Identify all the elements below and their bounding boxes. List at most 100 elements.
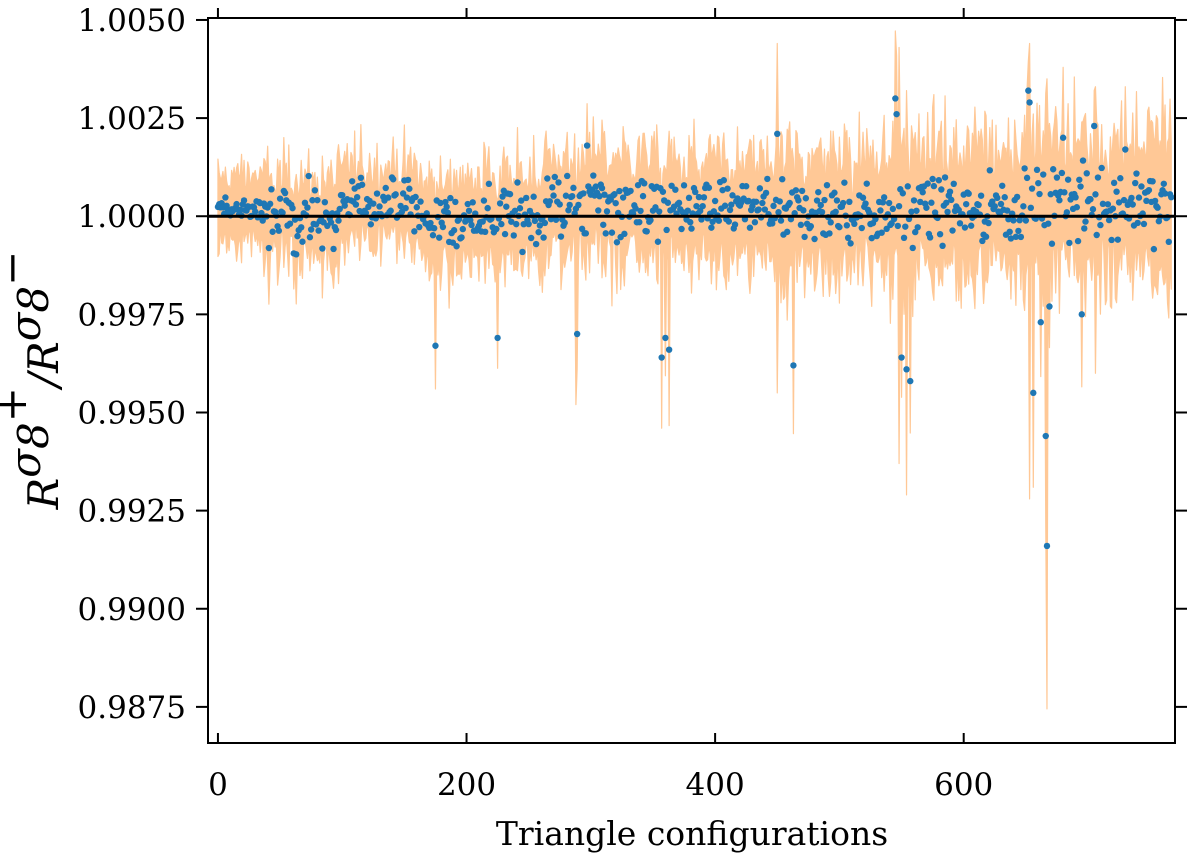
data-point — [276, 195, 284, 202]
data-point — [339, 191, 346, 199]
data-point — [1081, 225, 1088, 232]
data-point — [299, 238, 306, 245]
data-point — [1082, 218, 1089, 225]
data-point — [575, 201, 582, 209]
data-point — [877, 207, 884, 214]
data-point — [636, 218, 643, 226]
data-point — [939, 242, 946, 249]
data-point — [786, 199, 793, 207]
data-point — [536, 222, 544, 229]
data-point — [447, 194, 454, 202]
data-point — [1129, 201, 1136, 208]
data-point — [711, 197, 719, 205]
data-point — [294, 232, 301, 240]
data-point — [632, 205, 639, 212]
data-point — [336, 205, 343, 213]
data-point — [390, 176, 397, 183]
data-point — [583, 142, 591, 149]
data-point — [807, 223, 815, 230]
data-point — [923, 204, 930, 211]
data-point — [595, 207, 602, 214]
data-point — [745, 197, 752, 205]
data-point — [467, 216, 474, 224]
data-point — [520, 220, 527, 228]
data-point — [823, 181, 831, 189]
data-point — [946, 188, 954, 195]
data-point — [480, 197, 488, 204]
data-point — [909, 244, 916, 252]
data-point — [616, 187, 623, 195]
data-point — [776, 198, 783, 205]
data-point — [1021, 165, 1028, 172]
data-point — [1135, 194, 1143, 201]
data-point — [357, 174, 365, 182]
data-point — [1037, 319, 1044, 326]
data-point — [431, 225, 438, 232]
data-point — [397, 202, 404, 210]
data-point — [417, 198, 424, 205]
data-point — [444, 209, 452, 216]
data-point — [695, 193, 703, 201]
data-point — [1092, 191, 1099, 198]
y-label-base-1: R — [19, 478, 68, 511]
data-point — [943, 199, 950, 206]
data-point — [596, 193, 603, 200]
data-point — [1077, 183, 1084, 190]
data-point — [928, 199, 935, 206]
y-tick-label: 1.0000 — [78, 199, 186, 235]
data-point — [846, 198, 853, 205]
data-point — [755, 206, 762, 213]
data-point — [818, 208, 826, 216]
data-point — [1114, 236, 1122, 243]
data-point — [1058, 169, 1066, 177]
data-point — [268, 186, 275, 193]
data-point — [1105, 216, 1113, 224]
data-point — [465, 207, 473, 214]
data-point — [903, 366, 910, 373]
data-point — [672, 186, 679, 193]
data-point — [862, 200, 869, 207]
y-tick-label: 0.9925 — [78, 494, 186, 530]
data-point — [729, 192, 736, 199]
data-point — [511, 207, 519, 214]
data-point — [376, 203, 383, 210]
data-point — [549, 184, 556, 191]
data-point — [519, 248, 526, 256]
data-point — [531, 217, 539, 225]
data-point — [1087, 196, 1094, 203]
y-tick-label: 0.9975 — [78, 297, 186, 333]
data-point — [279, 209, 286, 216]
data-point — [370, 200, 377, 207]
data-point — [761, 206, 769, 213]
data-point — [687, 219, 694, 226]
data-point — [1049, 166, 1057, 173]
data-point — [710, 208, 718, 215]
data-point — [700, 194, 708, 201]
data-point — [728, 201, 735, 208]
y-tick-label: 0.9875 — [78, 690, 186, 726]
data-point — [1048, 240, 1056, 247]
data-point — [468, 221, 475, 229]
data-point — [762, 189, 770, 197]
data-point — [275, 227, 283, 234]
x-tick-label: 0 — [208, 767, 228, 803]
data-point — [1098, 164, 1105, 172]
data-point — [817, 201, 824, 209]
data-point — [908, 208, 915, 215]
data-point — [544, 175, 551, 182]
data-point — [936, 230, 944, 238]
data-point — [985, 219, 992, 227]
y-label-sub-1: 8 — [9, 422, 58, 449]
data-point — [353, 194, 361, 201]
data-point — [552, 216, 560, 223]
data-point — [309, 197, 316, 204]
data-point — [797, 221, 805, 229]
data-point — [399, 190, 407, 197]
data-point — [1109, 205, 1117, 212]
data-point — [930, 182, 938, 190]
data-point — [725, 218, 732, 225]
data-point — [501, 230, 509, 238]
data-point — [514, 179, 521, 186]
data-point — [1113, 188, 1120, 195]
data-point — [1017, 233, 1025, 241]
